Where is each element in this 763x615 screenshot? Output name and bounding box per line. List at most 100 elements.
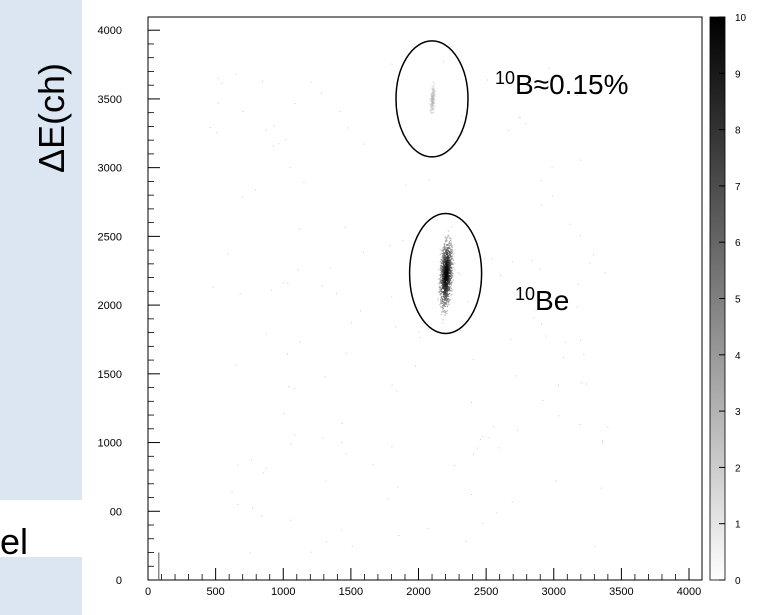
count-point — [443, 310, 445, 312]
count-point — [438, 291, 440, 293]
count-point — [432, 95, 434, 97]
count-point — [429, 103, 431, 105]
background-point — [250, 459, 252, 461]
count-point — [439, 303, 441, 306]
count-point — [432, 81, 434, 83]
count-point — [430, 94, 432, 96]
count-point — [447, 256, 449, 258]
background-point — [294, 434, 296, 436]
count-point — [444, 249, 447, 251]
background-point — [586, 383, 587, 385]
count-point — [433, 109, 435, 111]
count-point — [433, 102, 435, 104]
background-point — [602, 440, 604, 442]
background-point — [535, 82, 537, 84]
background-point — [262, 472, 264, 474]
count-point — [450, 267, 453, 269]
count-point — [447, 298, 449, 300]
count-point — [448, 295, 450, 297]
colorbar-ticks: 0 1 2 3 4 5 6 7 8 9 10 — [719, 13, 747, 587]
y-tick-label: 4000 — [98, 25, 122, 37]
background-point — [262, 81, 263, 83]
count-point — [440, 265, 442, 268]
background-point — [569, 223, 571, 225]
background-point — [484, 258, 486, 259]
count-point — [441, 298, 443, 300]
y-tick-label: 0 — [116, 575, 122, 587]
count-point — [448, 288, 450, 290]
count-point — [442, 257, 444, 259]
count-point — [442, 284, 445, 287]
count-point — [450, 277, 452, 280]
count-point — [445, 276, 447, 278]
count-point — [432, 101, 434, 103]
background-point — [209, 127, 211, 128]
count-point — [450, 294, 452, 296]
background-point — [492, 426, 494, 428]
count-point — [445, 239, 447, 242]
count-point — [439, 261, 441, 263]
count-point — [447, 255, 449, 257]
count-point — [444, 246, 446, 249]
background-point — [254, 189, 256, 191]
count-point — [446, 299, 448, 301]
count-point — [441, 252, 443, 255]
count-point — [444, 284, 447, 286]
count-point — [432, 90, 434, 92]
count-point — [448, 272, 450, 274]
background-point — [235, 364, 237, 366]
count-point — [447, 259, 449, 261]
background-point — [462, 131, 464, 133]
count-point — [440, 276, 442, 278]
count-point — [444, 297, 446, 299]
count-point — [444, 295, 446, 297]
count-point — [450, 290, 452, 292]
count-point — [430, 111, 432, 113]
count-point — [445, 250, 447, 252]
count-point — [440, 302, 443, 304]
background-point — [457, 271, 459, 273]
count-point — [446, 273, 448, 275]
count-point — [446, 265, 448, 267]
count-point — [440, 306, 442, 308]
background-point — [607, 426, 609, 428]
count-point — [442, 302, 444, 305]
count-point — [448, 284, 450, 286]
count-point — [441, 288, 443, 290]
count-point — [450, 266, 453, 268]
count-point — [442, 287, 444, 290]
x-tick-label: 4000 — [677, 586, 701, 598]
background-point — [414, 365, 416, 367]
count-point — [447, 279, 449, 281]
count-point — [451, 251, 453, 253]
count-point — [446, 269, 448, 271]
background-point — [471, 402, 473, 403]
count-point — [443, 266, 445, 269]
background-point — [428, 179, 430, 181]
background-point — [465, 541, 467, 542]
count-point — [449, 259, 451, 261]
count-point — [443, 249, 445, 251]
colorbar-tick-label: 10 — [735, 13, 747, 24]
count-point — [441, 306, 443, 308]
count-point — [445, 297, 447, 299]
count-point — [449, 263, 451, 265]
background-point — [217, 78, 219, 80]
count-point — [446, 237, 448, 239]
count-point — [442, 307, 445, 309]
background-point — [461, 115, 463, 117]
background-point — [525, 123, 527, 124]
count-point — [452, 275, 454, 277]
background-point — [427, 528, 429, 530]
count-point — [452, 293, 454, 295]
background-point — [486, 79, 488, 81]
count-point — [452, 279, 454, 281]
count-point — [431, 98, 433, 100]
count-point — [431, 94, 433, 97]
count-point — [445, 262, 447, 264]
count-point — [444, 289, 446, 291]
count-point — [449, 266, 451, 268]
count-point — [440, 259, 442, 261]
count-point — [452, 259, 454, 261]
count-point — [443, 280, 446, 282]
